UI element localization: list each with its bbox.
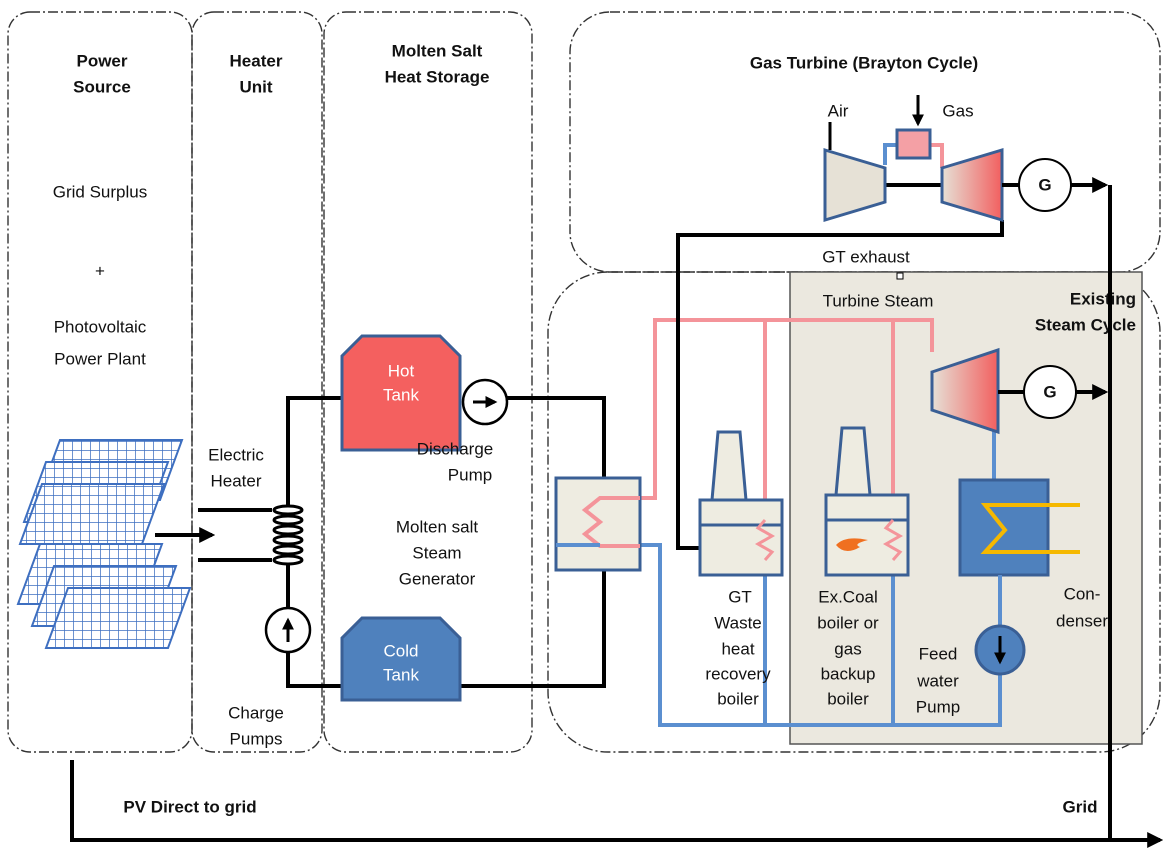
label: GT <box>728 587 752 606</box>
title: Existing <box>1070 289 1136 308</box>
label: Cold <box>384 641 419 660</box>
label: Turbine Steam <box>823 291 934 310</box>
title: Steam Cycle <box>1035 315 1136 334</box>
combustor <box>895 128 932 160</box>
salt-pipe <box>286 396 606 688</box>
compressor <box>823 147 887 223</box>
label: Con- <box>1064 584 1101 603</box>
cold-tank <box>340 616 462 702</box>
label: Ex.Coal <box>818 587 878 606</box>
label: Discharge <box>417 439 494 458</box>
label: Charge <box>228 703 284 722</box>
label: Heater <box>210 471 261 490</box>
label: Waste <box>714 613 762 632</box>
label: Pump <box>916 697 960 716</box>
marker <box>896 272 904 280</box>
label: Photovoltaic <box>54 317 147 336</box>
title: Heat Storage <box>385 67 490 86</box>
cooling-coil <box>980 503 1080 554</box>
label: Grid <box>1063 797 1098 816</box>
label: Power Plant <box>54 349 146 368</box>
backup-boiler <box>824 426 910 577</box>
section-box <box>323 11 533 753</box>
title: Source <box>73 77 131 96</box>
label: GT exhaust <box>822 247 910 266</box>
label: Gas <box>942 101 973 120</box>
label: Hot <box>388 361 415 380</box>
heater-wire <box>198 508 272 562</box>
label: Pump <box>448 465 492 484</box>
label: Tank <box>383 385 419 404</box>
heater-coil <box>272 504 304 566</box>
label: denser <box>1056 611 1108 630</box>
label: heat <box>721 639 754 658</box>
label: recovery <box>705 664 771 683</box>
label: G <box>1038 175 1051 194</box>
label: boiler <box>717 689 759 708</box>
gas-turbine <box>940 147 1004 223</box>
label: Air <box>828 101 849 120</box>
label: water <box>916 671 959 690</box>
title: Heater <box>230 51 283 70</box>
label: Molten salt <box>396 517 478 536</box>
label: Electric <box>208 445 264 464</box>
title: Unit <box>239 77 272 96</box>
label: + <box>95 261 105 280</box>
flame <box>836 538 868 552</box>
boiler-coil <box>754 519 776 561</box>
inlet-arrow <box>828 95 918 150</box>
exhaust-pipe <box>676 220 1004 550</box>
label: Generator <box>399 569 476 588</box>
title: Molten Salt <box>392 41 483 60</box>
label: PV Direct to grid <box>123 797 256 816</box>
title: Power <box>76 51 127 70</box>
boiler-coil <box>882 519 904 561</box>
label: Tank <box>383 665 419 684</box>
water-pipe <box>600 420 1002 727</box>
hot-gas-pipe <box>930 143 944 168</box>
label: Grid Surplus <box>53 182 147 201</box>
label: Steam <box>412 543 461 562</box>
steam-turbine <box>930 347 1000 435</box>
pv-panels <box>16 439 192 649</box>
hot-tank <box>340 334 462 452</box>
label: Pumps <box>230 729 283 748</box>
air-pipe <box>883 143 897 165</box>
section-box <box>547 271 1161 753</box>
label: Feed <box>919 644 958 663</box>
label: boiler or <box>817 613 879 632</box>
label: backup <box>821 664 876 683</box>
title: Gas Turbine (Brayton Cycle) <box>750 53 978 72</box>
grid-line <box>70 185 1160 840</box>
label: boiler <box>827 689 869 708</box>
label: gas <box>834 639 861 658</box>
label: G <box>1043 382 1056 401</box>
section-box <box>191 11 323 753</box>
